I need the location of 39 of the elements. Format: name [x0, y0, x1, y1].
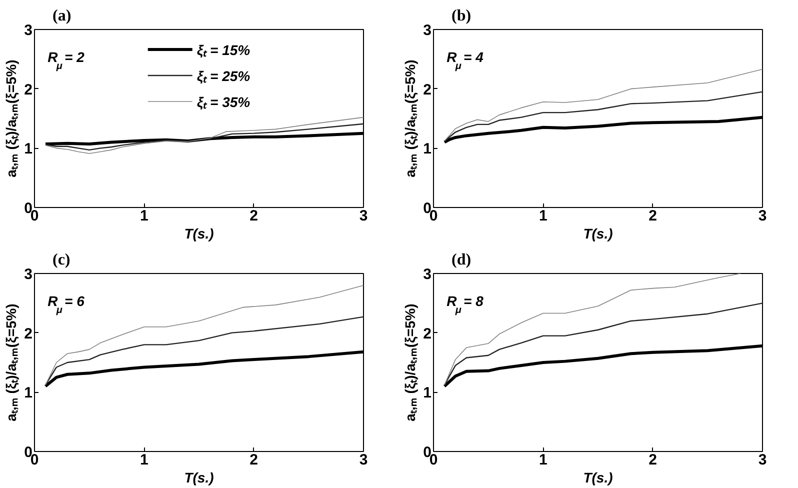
x-tick-label: 1	[140, 452, 148, 468]
x-tick-label: 2	[250, 452, 258, 468]
x-tick-label: 3	[758, 452, 767, 468]
x-tick-label: 1	[538, 452, 548, 468]
y-tick-label: 1	[24, 140, 32, 158]
y-tick-label: 1	[423, 140, 432, 158]
x-tick-label: 2	[648, 208, 658, 224]
y-axis-title: aₜ,ₘ (ξₜ)/aₜ,ₘ(ξ=5%)	[402, 60, 418, 178]
legend-label: ξₜ = 15%	[196, 40, 250, 58]
legend-label: ξₜ = 35%	[196, 92, 250, 110]
x-axis-title: T(s.)	[583, 470, 614, 486]
x-tick-label: 2	[648, 452, 658, 468]
y-axis-title: aₜ,ₘ (ξₜ)/aₜ,ₘ(ξ=5%)	[3, 60, 20, 178]
x-tick-label: 3	[359, 208, 368, 224]
y-axis-title: aₜ,ₘ (ξₜ)/aₜ,ₘ(ξ=5%)	[3, 304, 20, 422]
x-tick-label: 1	[140, 208, 148, 224]
y-tick-label: 2	[24, 81, 32, 98]
x-tick-label: 2	[250, 208, 258, 224]
x-axis-title: T(s.)	[184, 470, 214, 486]
legend-label: ξₜ = 25%	[196, 66, 250, 84]
x-tick-label: 3	[758, 208, 767, 224]
y-tick-label: 3	[423, 266, 432, 283]
chart-title: (d)	[452, 252, 472, 268]
x-tick-label: 1	[538, 208, 548, 224]
chart-title: (c)	[52, 252, 70, 268]
y-axis-title: aₜ,ₘ (ξₜ)/aₜ,ₘ(ξ=5%)	[402, 304, 418, 422]
x-axis-title: T(s.)	[184, 226, 214, 242]
y-tick-label: 3	[423, 22, 432, 39]
x-tick-label: 3	[359, 452, 368, 468]
chart-title: (a)	[52, 8, 72, 24]
y-tick-label: 1	[423, 384, 432, 402]
x-axis-title: T(s.)	[583, 226, 614, 242]
y-tick-label: 2	[24, 325, 32, 342]
chart-title: (b)	[452, 8, 472, 24]
y-tick-label: 2	[423, 81, 432, 98]
y-tick-label: 1	[24, 384, 32, 402]
y-tick-label: 2	[423, 325, 432, 342]
y-tick-label: 3	[24, 266, 32, 283]
y-tick-label: 3	[24, 22, 32, 39]
